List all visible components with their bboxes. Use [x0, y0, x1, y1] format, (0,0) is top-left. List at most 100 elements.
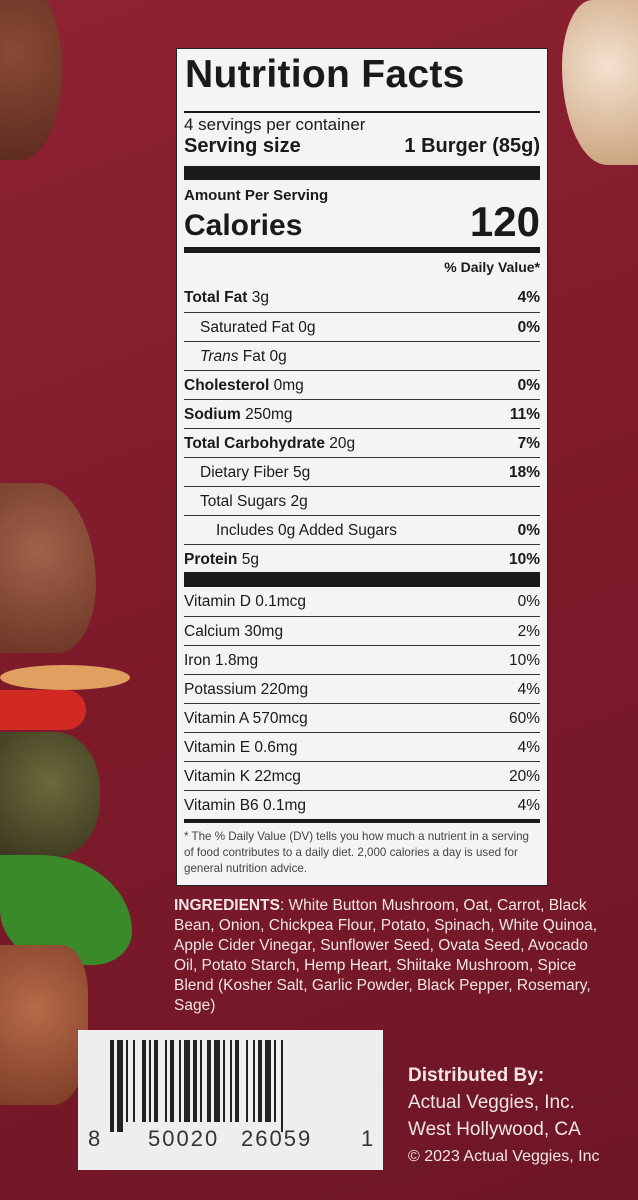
vitamin-daily-value: 2% [517, 622, 540, 640]
thick-divider [184, 166, 540, 180]
barcode-bar [154, 1040, 158, 1122]
barcode-bar [170, 1040, 174, 1122]
barcode-digits-right: 26059 [241, 1126, 313, 1151]
barcode-bar [258, 1040, 262, 1122]
nutrient-name: Total Sugars [200, 492, 287, 510]
barcode-bars [110, 1040, 283, 1132]
barcode-bar [246, 1040, 248, 1122]
vitamin-daily-value: 20% [508, 767, 540, 785]
tomato-image [0, 690, 86, 730]
nutrient-amount: 5g [293, 463, 311, 481]
onion-image [0, 665, 130, 690]
distributor-company: Actual Veggies, Inc. [408, 1092, 575, 1113]
barcode-bar [235, 1040, 239, 1122]
nutrient-name-suffix: Fat [242, 347, 266, 365]
barcode-digit-last: 1 [361, 1126, 374, 1151]
nutrient-amount: 20g [329, 434, 356, 452]
barcode-bar [165, 1040, 167, 1122]
barcode-bar [193, 1040, 197, 1122]
distributor-info: Distributed By: Actual Veggies, Inc. Wes… [408, 1062, 599, 1170]
calories-row: Calories 120 [184, 197, 540, 243]
distributor-location: West Hollywood, CA [408, 1119, 581, 1140]
vitamin-name: Iron 1.8mg [184, 651, 259, 669]
nutrient-row: Total Sugars 2g [184, 486, 540, 516]
daily-value-header: % Daily Value* [444, 259, 540, 275]
barcode-bar [223, 1040, 225, 1122]
barcode-bar [274, 1040, 276, 1122]
thick-divider [184, 572, 540, 587]
ingredients-list: : White Button Mushroom, Oat, Carrot, Bl… [174, 897, 598, 1014]
vitamin-daily-value: 4% [517, 738, 540, 756]
nutrient-row: Sodium 250mg 11% [184, 399, 540, 429]
serving-size-value: 1 Burger (85g) [404, 135, 540, 157]
vitamin-row: Vitamin E 0.6mg 4% [184, 732, 540, 762]
calories-value: 120 [469, 198, 540, 245]
barcode-bar [142, 1040, 146, 1122]
vitamin-daily-value: 0% [517, 592, 540, 610]
ingredients-text: INGREDIENTS: White Button Mushroom, Oat,… [174, 896, 614, 1016]
nutrient-row: Cholesterol 0mg 0% [184, 370, 540, 400]
nutrient-label: Total Fat 3g [184, 289, 269, 307]
vitamin-name: Vitamin K 22mcg [184, 767, 301, 785]
vitamin-row: Vitamin D 0.1mcg 0% [184, 587, 540, 616]
burger-bun-top-image [0, 483, 96, 653]
nutrient-row: Saturated Fat 0g 0% [184, 312, 540, 342]
nutrient-label: Includes 0g Added Sugars [184, 522, 397, 540]
barcode-bar [149, 1040, 151, 1122]
nutrient-label: Total Sugars 2g [184, 493, 308, 511]
nutrient-label: Sodium 250mg [184, 406, 293, 424]
nutrient-row: Trans Fat 0g [184, 341, 540, 371]
calories-label: Calories [184, 209, 303, 242]
nutrient-amount: 0g [269, 347, 287, 365]
barcode-bar [117, 1040, 123, 1132]
vitamin-row: Potassium 220mg 4% [184, 674, 540, 704]
nutrient-name: Trans [200, 347, 239, 365]
nutrient-daily-value: 10% [508, 550, 540, 568]
vitamin-row: Calcium 30mg 2% [184, 616, 540, 646]
divider [184, 111, 540, 113]
barcode-bar [281, 1040, 283, 1132]
barcode-bar [265, 1040, 271, 1122]
barcode-bar [184, 1040, 190, 1122]
distributor-heading: Distributed By: [408, 1065, 545, 1086]
serving-size-label: Serving size [184, 135, 301, 157]
vitamin-name: Vitamin A 570mcg [184, 709, 308, 727]
vitamin-row: Iron 1.8mg 10% [184, 645, 540, 675]
vitamin-row: Vitamin K 22mcg 20% [184, 761, 540, 791]
footnote: * The % Daily Value (DV) tells you how m… [184, 830, 529, 875]
nutrient-name: Saturated Fat [200, 318, 294, 336]
nutrient-label: Trans Fat 0g [184, 348, 287, 366]
nutrient-amount: 0g [298, 318, 316, 336]
nutrient-row: Total Carbohydrate 20g 7% [184, 428, 540, 458]
barcode-bar [200, 1040, 202, 1122]
vitamin-row: Vitamin B6 0.1mg 4% [184, 790, 540, 820]
nutrient-name: Sodium [184, 405, 241, 423]
vitamin-name: Calcium 30mg [184, 622, 284, 640]
mushroom-image [562, 0, 638, 165]
bun-top-image-corner [0, 0, 62, 160]
barcode-bar [214, 1040, 220, 1122]
vitamin-name: Vitamin D 0.1mcg [184, 592, 307, 610]
nutrient-name: Total Fat [184, 288, 248, 306]
nutrient-label: Protein 5g [184, 551, 259, 569]
vitamin-daily-value: 10% [508, 651, 540, 669]
nutrient-row: Includes 0g Added Sugars 0% [184, 515, 540, 545]
medium-divider [184, 247, 540, 253]
vitamin-name: Potassium 220mg [184, 680, 309, 698]
nutrient-name: Total Carbohydrate [184, 434, 325, 452]
nutrient-amount: 250mg [245, 405, 293, 423]
nutrient-label: Saturated Fat 0g [184, 319, 315, 337]
vitamin-row: Vitamin A 570mcg 60% [184, 703, 540, 733]
barcode: 8 50020 26059 1 [78, 1030, 383, 1170]
nutrient-daily-value: 0% [517, 376, 540, 394]
patty-image [0, 732, 100, 857]
nutrient-name: Dietary Fiber [200, 463, 289, 481]
nutrition-facts-label: Nutrition Facts 4 servings per container… [176, 48, 548, 886]
nutrient-daily-value: 0% [517, 318, 540, 336]
nutrient-name: Includes 0g Added Sugars [216, 521, 397, 539]
nutrient-daily-value: 4% [517, 288, 540, 306]
nutrient-amount: 2g [290, 492, 308, 510]
barcode-bar [253, 1040, 255, 1122]
vitamin-name: Vitamin B6 0.1mg [184, 796, 307, 814]
barcode-digits-left: 50020 [148, 1126, 220, 1151]
